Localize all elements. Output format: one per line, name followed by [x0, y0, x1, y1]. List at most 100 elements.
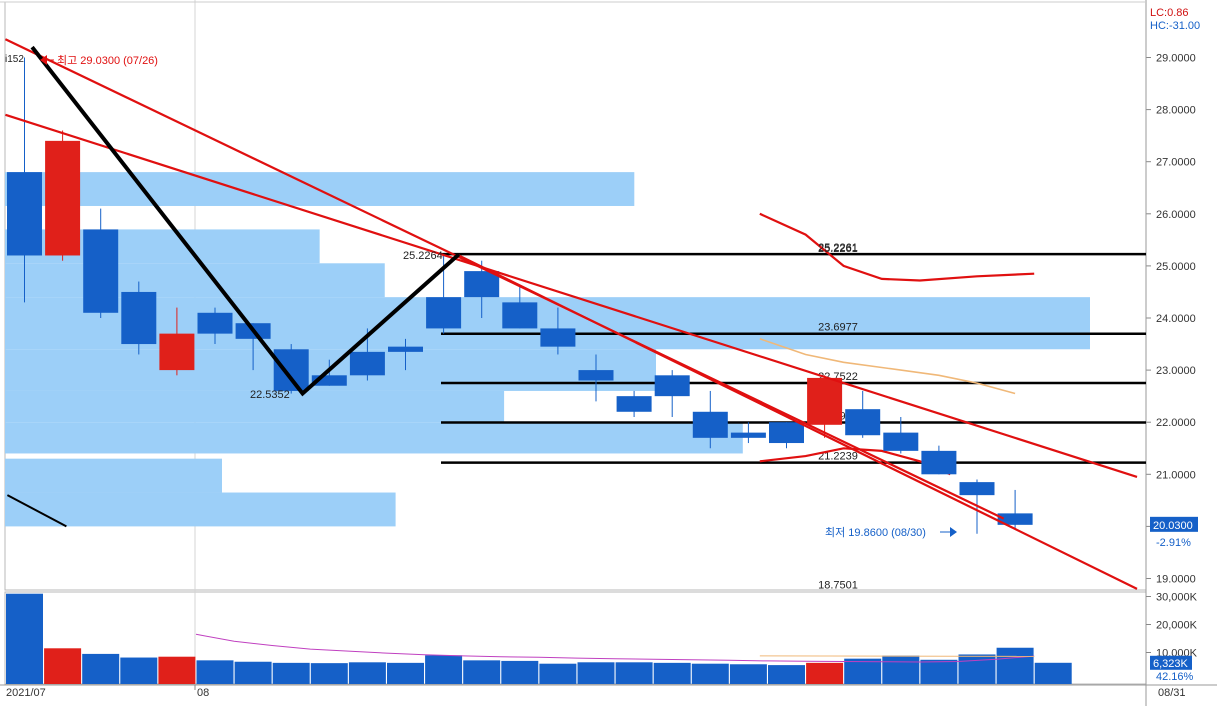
y-tick-label: 28.0000: [1156, 105, 1196, 117]
volume-bar: [120, 657, 158, 684]
pivot-level-label: 25.2261: [818, 243, 858, 255]
volume-bar: [958, 654, 996, 684]
volume-moving-average: [195, 633, 1035, 663]
volume-bar: [768, 665, 805, 684]
volume-bar: [844, 658, 882, 684]
price-level-label: 21.2239: [818, 451, 858, 463]
candle-body: [845, 409, 881, 436]
volume-bar: [729, 664, 767, 684]
volume-bar: [425, 655, 463, 684]
candle-body: [654, 375, 690, 397]
volume-bar: [158, 656, 196, 684]
candle-body: [197, 312, 233, 334]
y-tick-label: 22.0000: [1156, 417, 1196, 429]
candle-body: [45, 140, 81, 256]
candle-body: [159, 333, 195, 371]
candle-body: [349, 351, 385, 376]
volume-bar: [653, 662, 691, 684]
price-level-label: 23.6977: [818, 322, 858, 334]
y-tick-label: 25.0000: [1156, 261, 1196, 273]
current-price-box: [1150, 516, 1198, 532]
low-arrow-icon: [950, 527, 957, 537]
candle-body: [807, 377, 843, 425]
y-tick-label: 29.0000: [1156, 53, 1196, 65]
volume-profile-bar: [5, 263, 385, 298]
high-label: 최고 29.0300 (07/26): [57, 54, 158, 67]
orange-average-curve: [759, 338, 1016, 395]
trendlines: [4, 38, 1138, 590]
volume-bar: [691, 663, 729, 684]
candle-body: [769, 422, 804, 444]
volume-bar: [996, 647, 1034, 684]
red-trendline: [458, 254, 1138, 590]
volume-profile-bar: [5, 422, 743, 454]
y-tick-label: 27.0000: [1156, 157, 1196, 169]
volume-bar: [348, 662, 386, 684]
volume-bar: [387, 662, 424, 684]
volume-bar: [882, 655, 920, 684]
candle-body: [578, 370, 614, 381]
current-price-label: 20.0300: [1153, 520, 1193, 532]
candle-body: [121, 291, 157, 345]
volume-orange-average: [759, 655, 1035, 657]
pivot-low-label: 22.5352: [250, 389, 290, 401]
axes: 29.0000 28.0000 27.0000 26.0000 25.0000 24.00…: [0, 7, 1217, 699]
current-volume-label: 6,323K: [1153, 658, 1189, 670]
current-volume-box: [1150, 655, 1192, 670]
volume-bar: [577, 662, 615, 684]
black-short-segment: [6, 494, 67, 528]
volume-bar: [920, 659, 958, 684]
candle-body: [273, 349, 309, 391]
candle-body: [502, 302, 538, 329]
candle-body: [540, 328, 576, 347]
volume-bar: [539, 663, 577, 684]
annotations: i152 최고 29.0300 (07/26) 최저 19.8600 (08/30)…: [5, 54, 957, 539]
high-arrow-icon: [40, 55, 47, 65]
hc-indicator: HC:-31.00: [1150, 20, 1200, 32]
y-tick-label: 21.0000: [1156, 469, 1196, 481]
volume-bar: [272, 662, 310, 684]
candle-body: [388, 346, 423, 352]
price-change-label: -2.91%: [1156, 537, 1191, 549]
volume-bar: [310, 663, 348, 684]
candle-body: [997, 513, 1033, 525]
lc-indicator: LC:0.86: [1150, 7, 1189, 19]
price-level-label: 18.7501: [818, 580, 858, 592]
volume-profile-bar: [5, 458, 222, 493]
volume-percent-label: 42.16%: [1156, 671, 1194, 683]
high-prefix-label: i152: [5, 54, 24, 65]
volume-bar: [82, 653, 120, 684]
y-tick-label: 19.0000: [1156, 574, 1196, 586]
low-label: 최저 19.8600 (08/30): [825, 526, 926, 539]
volume-panel: [6, 593, 1072, 684]
x-label-month: 08: [197, 687, 209, 699]
x-label-start: 2021/07: [6, 687, 46, 699]
volume-bar: [501, 660, 539, 684]
candle-body: [311, 375, 347, 386]
y-tick-label: 26.0000: [1156, 209, 1196, 221]
pivot-high-label: 25.2264: [403, 250, 443, 262]
candle-body: [7, 172, 42, 256]
x-label-end: 08/31: [1158, 687, 1186, 699]
candle-body: [426, 297, 462, 329]
zigzag-line: [30, 45, 461, 397]
y-tick-label: 24.0000: [1156, 313, 1196, 325]
candle-body: [921, 450, 957, 475]
red-upper-band-curve: [759, 212, 1035, 282]
candle-body: [616, 396, 652, 412]
volume-bar: [234, 661, 272, 684]
volume-tick-label: 20,000K: [1156, 620, 1198, 632]
candles: [7, 57, 1033, 534]
volume-bar: [6, 593, 43, 684]
volume-bar: [1034, 662, 1072, 684]
price-level-label: 25.2261: [818, 242, 858, 254]
red-trendline: [5, 113, 1138, 478]
volume-bar: [615, 662, 653, 684]
y-tick-label: 23.0000: [1156, 365, 1196, 377]
volume-bar: [196, 660, 234, 684]
volume-profile-bar: [5, 390, 505, 423]
candle-body: [883, 432, 919, 451]
volume-bar: [463, 660, 501, 684]
candle-body: [959, 482, 995, 496]
